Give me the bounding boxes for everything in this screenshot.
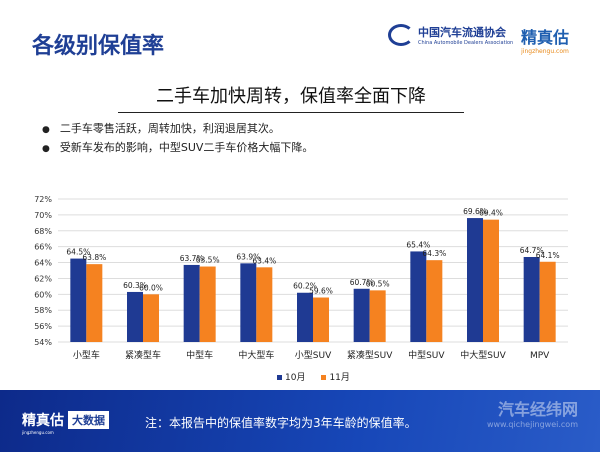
data-label: 64.1% — [536, 251, 560, 260]
bar — [127, 291, 143, 342]
big-data-badge: 大数据 — [68, 411, 109, 429]
legend-label: 10月 — [285, 373, 306, 383]
bar — [523, 256, 540, 342]
bar — [410, 251, 427, 342]
x-tick-label: 中大型车 — [238, 349, 274, 361]
footer-logo: 精真估 jingzhengu.com — [22, 410, 64, 435]
data-label: 64.3% — [422, 249, 446, 258]
bullet-item: 受新车发布的影响，中型SUV二手车价格大幅下降。 — [42, 139, 314, 158]
data-label: 63.8% — [82, 253, 106, 262]
bar-chart: 54% 56% 58% 60% 62% 64% 66% 68% 70% 72% 64.5%63.8%… — [34, 195, 568, 361]
legend-item-nov: 11月 — [321, 370, 350, 383]
x-tick-label: MPV — [530, 351, 550, 361]
bar — [86, 264, 103, 342]
bar — [70, 258, 87, 342]
bar — [143, 294, 159, 342]
bullet-item: 二手车零售活跃，周转加快，利润退居其次。 — [42, 120, 313, 139]
legend-label: 11月 — [329, 373, 350, 383]
data-label: 64.7% — [520, 246, 544, 255]
data-label: 63.7% — [180, 254, 204, 263]
slide-subtitle: 二手车加快周转，保值率全面下降 — [118, 82, 464, 113]
chart-legend: 10月 11月 — [277, 370, 350, 383]
y-tick-label: 60% — [34, 290, 52, 299]
bar — [183, 264, 200, 342]
data-label: 69.4% — [479, 209, 503, 218]
cada-name-en: China Automobile Dealers Association — [418, 40, 514, 46]
data-label: 60.0% — [139, 283, 163, 292]
watermark-url: www.qichejingwei.com — [486, 420, 578, 429]
y-tick-label: 62% — [34, 274, 52, 283]
watermark-text: 汽车经纬网 — [497, 400, 578, 419]
bar — [199, 266, 216, 342]
jzg-logo-url: jingzhengu.com — [521, 48, 569, 55]
data-label: 65.4% — [406, 240, 430, 249]
x-tick-label: 中型SUV — [408, 349, 445, 361]
y-tick-label: 72% — [34, 195, 52, 204]
x-tick-label: 紧凑型车 — [125, 349, 161, 361]
jzg-logo-text: 精真估 — [521, 28, 570, 47]
y-tick-label: 54% — [34, 338, 52, 347]
data-label: 63.4% — [252, 256, 276, 265]
cada-name: 中国汽车流通协会 — [418, 26, 506, 39]
x-tick-label: 小型车 — [73, 349, 100, 361]
x-tick-label: 紧凑型SUV — [347, 349, 393, 361]
bar — [467, 218, 483, 342]
footer-banner: 精真估 jingzhengu.com 大数据 注：本报告中的保值率数字均为3年车龄… — [0, 390, 600, 452]
bullet-list: 二手车零售活跃，周转加快，利润退居其次。 受新车发布的影响，中型SUV二手车价格… — [42, 120, 314, 158]
bar — [353, 288, 370, 342]
footer-logo-text: 精真估 — [22, 413, 64, 429]
cada-logo: 中国汽车流通协会 China Automobile Dealers Associ… — [388, 24, 513, 46]
cada-emblem-icon — [388, 24, 414, 46]
x-tick-label: 中型车 — [186, 349, 213, 361]
bar — [539, 261, 556, 342]
y-tick-label: 56% — [34, 322, 52, 331]
data-label: 60.7% — [350, 278, 374, 287]
x-tick-label: 小型SUV — [295, 350, 332, 361]
bar — [426, 260, 443, 342]
footer-logo-url: jingzhengu.com — [22, 430, 54, 435]
data-label: 60.2% — [293, 282, 317, 291]
bar — [240, 263, 257, 342]
bar — [369, 290, 386, 342]
data-label: 60.5% — [366, 279, 390, 288]
page-title: 各级别保值率 — [32, 34, 165, 59]
data-label: 59.6% — [309, 287, 333, 296]
bar — [483, 219, 499, 342]
data-label: 69.6% — [463, 207, 487, 216]
data-label: 64.5% — [66, 248, 90, 257]
y-tick-label: 64% — [34, 259, 52, 268]
bar — [256, 267, 273, 342]
watermark: 汽车经纬网 www.qichejingwei.com — [487, 396, 578, 429]
y-tick-label: 58% — [34, 306, 52, 315]
footer-note: 注：本报告中的保值率数字均为3年车龄的保值率。 — [145, 416, 417, 430]
x-tick-label: 中大型SUV — [460, 349, 506, 361]
bar — [297, 292, 313, 342]
jzg-logo: 精真估 jingzhengu.com — [521, 24, 569, 55]
y-tick-label: 66% — [34, 243, 52, 252]
data-label: 60.3% — [123, 281, 147, 290]
data-label: 63.5% — [196, 256, 220, 265]
y-tick-label: 70% — [34, 211, 52, 220]
y-tick-label: 68% — [34, 227, 52, 236]
bar — [313, 297, 329, 342]
data-label: 63.9% — [236, 252, 260, 261]
legend-item-oct: 10月 — [277, 370, 305, 383]
